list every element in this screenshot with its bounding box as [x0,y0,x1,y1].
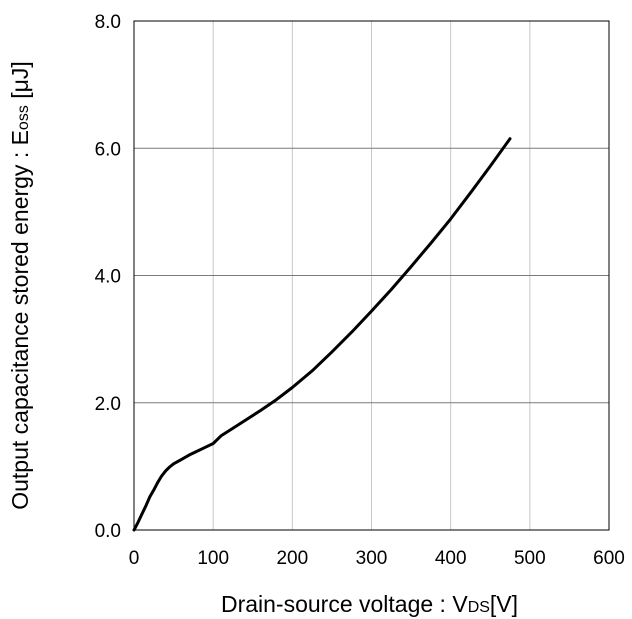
x-axis-title-sub: DS [468,599,490,616]
y-tick-label-3: 6.0 [95,139,121,160]
y-tick-label-4: 8.0 [95,12,121,33]
y-tick-label-1: 2.0 [95,394,121,415]
series-line-0 [132,137,512,532]
x-axis-title-tail: [V] [490,591,518,617]
y-axis-title-tail: [μJ] [7,61,33,105]
x-tick-label-2: 200 [276,548,308,569]
y-axis-title-main: Output capacitance stored energy : E [7,130,33,510]
x-tick-label-4: 400 [435,548,467,569]
x-tick-label-1: 100 [197,548,229,569]
grid [134,21,609,530]
plot-frame [133,20,610,531]
x-tick-label-5: 500 [514,548,546,569]
x-axis-title-main: Drain-source voltage : V [221,591,468,617]
y-tick-label-0: 0.0 [95,521,121,542]
x-axis-title: Drain-source voltage : VDS[V] [221,591,518,617]
x-tick-label-0: 0 [129,548,140,569]
x-tick-label-6: 600 [593,548,625,569]
y-axis-title: Output capacitance stored energy : Eoss … [7,61,33,510]
tick-labels: 0 100 200 300 400 500 600 0.0 2.0 4.0 6.0 8.0 [95,12,625,569]
x-tick-label-3: 300 [356,548,388,569]
series-layer [132,137,512,532]
y-tick-label-2: 4.0 [95,267,121,288]
y-axis-title-sub: oss [15,105,32,130]
